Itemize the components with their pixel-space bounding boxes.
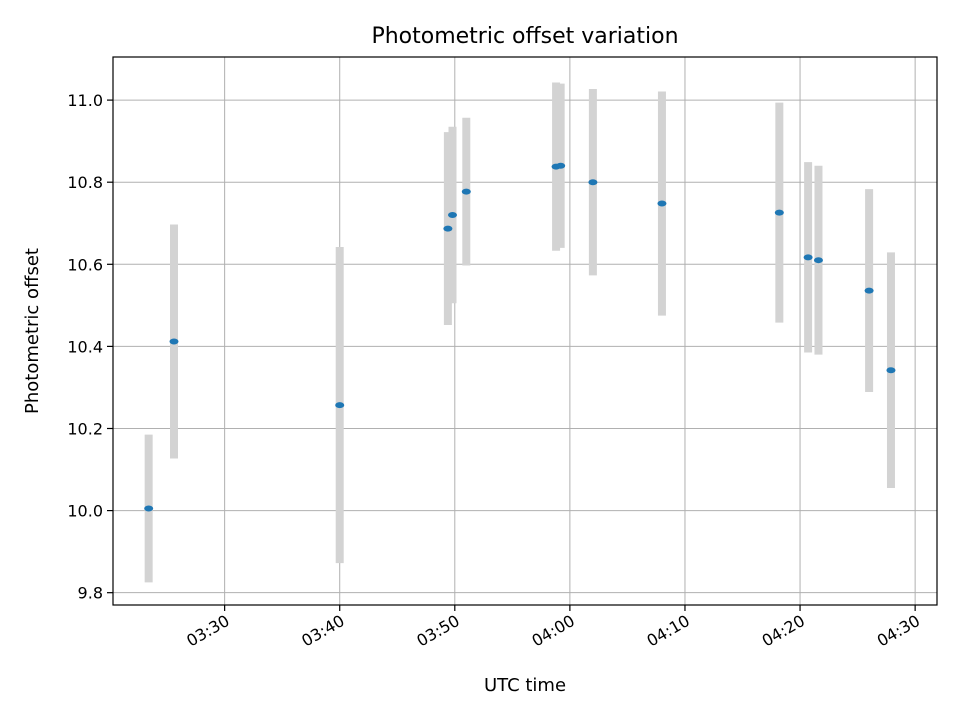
chart-title: Photometric offset variation — [371, 24, 678, 49]
x-axis-label: UTC time — [484, 675, 566, 696]
data-points — [144, 162, 896, 512]
data-point — [803, 254, 813, 261]
data-point — [169, 338, 179, 345]
data-point — [588, 179, 598, 186]
data-point — [774, 209, 784, 216]
data-point — [144, 505, 154, 512]
plot-frame — [112, 56, 938, 606]
plot-area — [113, 57, 937, 605]
y-tick-label: 10.2 — [67, 419, 103, 438]
data-point — [657, 200, 667, 207]
y-axis-label: Photometric offset — [22, 248, 43, 414]
y-tick-label: 9.8 — [78, 584, 103, 603]
y-tick-label: 10.8 — [67, 173, 103, 192]
data-point — [447, 212, 457, 219]
data-point — [556, 162, 566, 169]
data-point — [335, 402, 345, 409]
data-point — [886, 367, 896, 374]
data-point — [461, 188, 471, 195]
y-tick-label: 10.0 — [67, 502, 103, 521]
data-point — [813, 257, 823, 264]
data-point — [864, 287, 874, 294]
y-tick-label: 10.6 — [67, 255, 103, 274]
y-tick-label: 10.4 — [67, 337, 103, 356]
data-point — [443, 225, 453, 232]
y-tick-label: 11.0 — [67, 91, 103, 110]
